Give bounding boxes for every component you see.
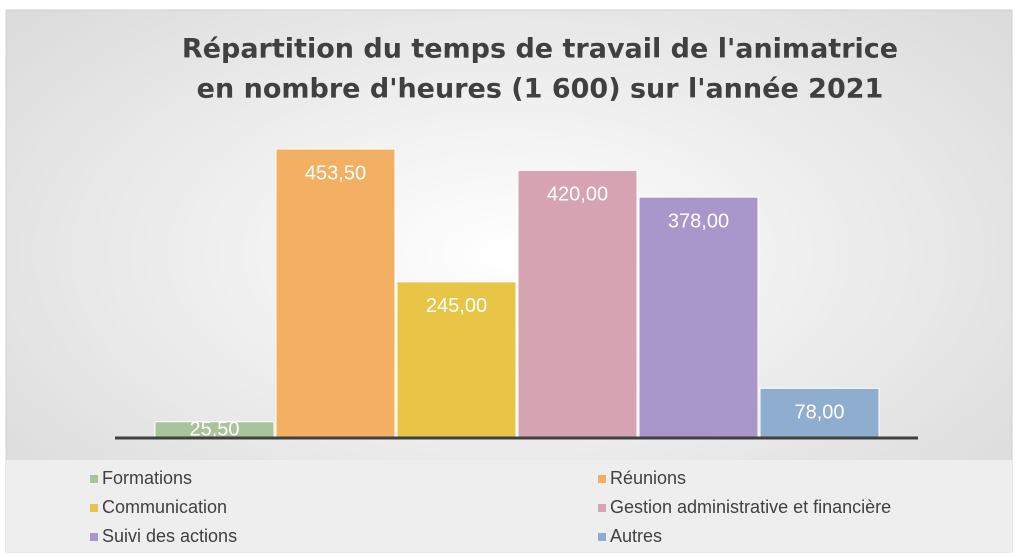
legend-label: Réunions	[610, 468, 686, 488]
legend-label: Formations	[102, 468, 192, 488]
bar	[638, 196, 759, 439]
legend-label: Autres	[610, 526, 662, 546]
legend-area	[6, 460, 1012, 552]
chart-title: Répartition du temps de travail de l'ani…	[182, 34, 898, 65]
bar	[396, 281, 517, 439]
legend-swatch	[90, 504, 98, 512]
bar	[275, 148, 396, 439]
data-label: 78,00	[794, 402, 844, 424]
data-label: 378,00	[668, 210, 729, 232]
legend-label: Gestion administrative et financière	[610, 497, 891, 517]
legend-swatch	[598, 475, 606, 483]
legend-label: Communication	[102, 497, 227, 517]
legend-swatch	[90, 475, 98, 483]
data-label: 25,50	[189, 418, 239, 440]
data-label: 420,00	[547, 184, 608, 206]
data-label: 453,50	[305, 162, 366, 184]
legend-swatch	[598, 533, 606, 541]
legend-label: Suivi des actions	[102, 526, 237, 546]
legend-swatch	[90, 533, 98, 541]
chart-title: en nombre d'heures (1 600) sur l'année 2…	[197, 74, 884, 105]
data-label: 245,00	[426, 295, 487, 317]
legend-swatch	[598, 504, 606, 512]
bar	[517, 169, 638, 439]
bar	[759, 387, 880, 439]
